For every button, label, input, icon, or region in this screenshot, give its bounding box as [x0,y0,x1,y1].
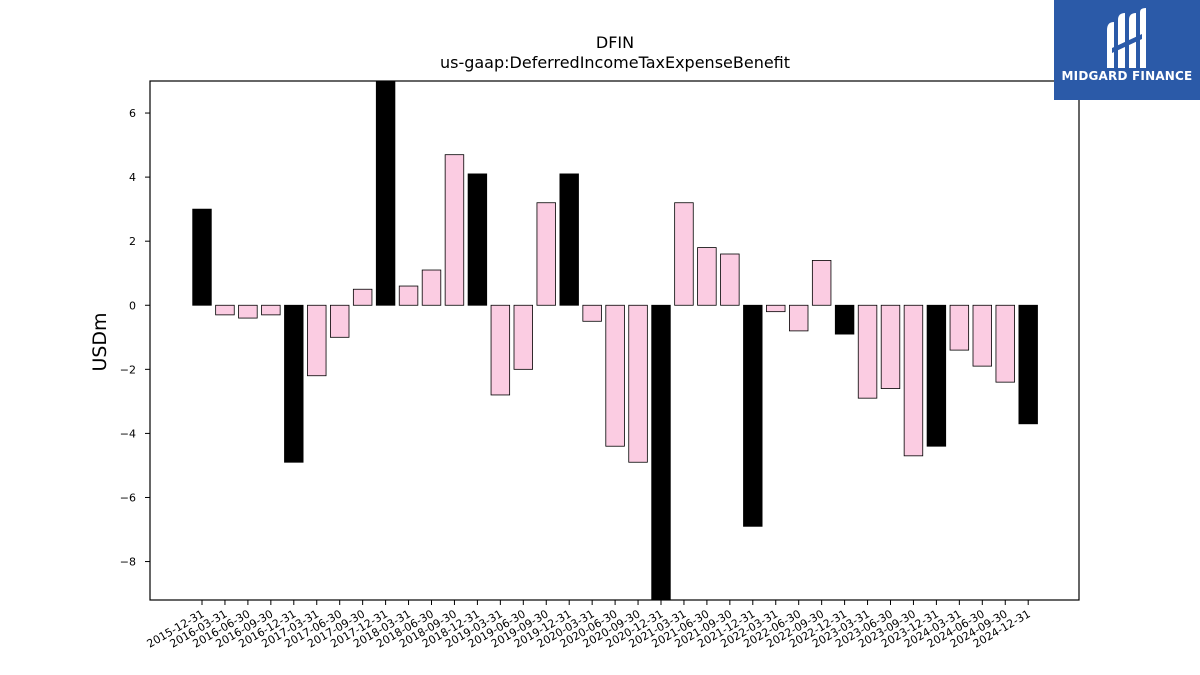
bar-2017-03-31 [307,304,327,377]
chart-subtitle: us-gaap:DeferredIncomeTaxExpenseBenefit [440,53,790,72]
bars-group [192,80,1038,601]
y-tick-label: 6 [129,107,136,120]
bar-2017-06-30 [329,304,350,338]
bar-2023-12-31 [926,304,947,447]
bar-2024-03-31 [949,304,970,351]
bar-2019-12-31 [559,173,579,306]
bar-2021-12-31 [743,304,763,527]
logo-text: MIDGARD FINANCE [1061,69,1193,83]
bar-2023-03-31 [857,304,878,399]
bar-2018-09-30 [444,154,465,306]
plot-frame [149,80,1080,601]
y-axis-label: USDm [89,312,111,371]
bar-2020-12-31 [651,304,671,601]
bar-2020-03-31 [582,304,602,322]
bar-2019-06-30 [513,304,534,370]
bar-2020-09-30 [628,304,648,463]
bar-2016-09-30 [261,304,281,316]
bar-2022-03-31 [766,304,786,313]
bar-2023-06-30 [880,304,901,389]
y-tick-label: −2 [120,363,136,376]
bar-2024-06-30 [972,304,993,367]
chart-title: DFIN [596,33,634,52]
bar-2016-03-31 [215,304,235,316]
y-tick-label: −4 [120,427,136,440]
bar-2021-03-31 [674,202,694,306]
bar-2022-09-30 [811,260,832,306]
bar-2017-09-30 [352,288,373,306]
y-tick-label: 2 [129,235,136,248]
midgard-logo-icon [1107,8,1146,68]
bar-2019-09-30 [536,202,556,306]
bar-2023-09-30 [903,304,924,457]
y-tick-label: 0 [129,299,136,312]
bar-2022-06-30 [789,304,809,332]
bar-2018-06-30 [421,269,442,306]
bar-2016-06-30 [238,304,258,319]
bar-2015-12-31 [192,208,212,306]
y-tick-label: −8 [120,556,136,569]
bar-2018-03-31 [398,285,419,306]
bar-2021-06-30 [697,247,717,306]
bar-2021-09-30 [720,253,740,306]
y-tick-label: 4 [129,171,136,184]
bar-2024-12-31 [1018,304,1038,425]
y-axis-ticks: −8 −6 −4 −2 0 2 4 6 [120,107,150,569]
bar-2018-12-31 [467,173,488,306]
bar-2024-09-30 [995,304,1015,383]
bar-2022-12-31 [834,304,855,335]
bar-2017-12-31 [375,80,396,306]
brand-logo: MIDGARD FINANCE [1054,0,1200,100]
bar-2019-03-31 [490,304,511,396]
y-tick-label: −6 [120,491,136,504]
bar-2016-12-31 [284,304,304,463]
x-axis-ticks: 2015-12-312016-03-312016-06-302016-09-30… [145,600,1033,651]
bar-2020-06-30 [605,304,625,447]
